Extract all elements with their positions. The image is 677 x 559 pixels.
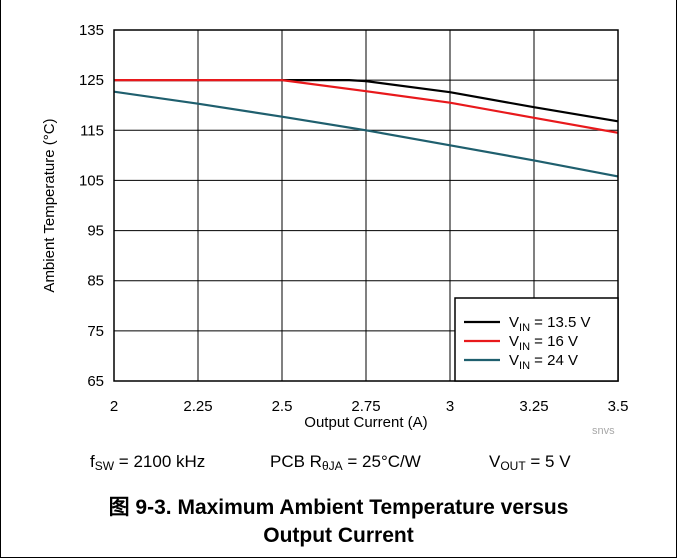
x-axis-label: Output Current (A)	[304, 414, 427, 431]
x-tick-label: 2.25	[183, 398, 212, 415]
condition-fsw: fSW = 2100 kHz	[90, 452, 206, 473]
tick-labels: 2 2.25 2.5 2.75 3 3.25 3.5 65 75 85 95 105 115 125 135	[79, 22, 628, 415]
condition-pcb-rthja: PCB RθJA = 25°C/W	[270, 452, 421, 473]
watermark: snvs	[592, 425, 615, 437]
legend-entry-0: VIN = 13.5 V	[509, 314, 590, 334]
x-tick-label: 2	[110, 398, 118, 415]
legend-entry-1: VIN = 16 V	[509, 333, 578, 353]
y-axis-label: Ambient Temperature (°C)	[41, 118, 58, 292]
y-tick-label: 65	[87, 373, 104, 390]
legend-box	[454, 297, 619, 382]
line-chart: 2 2.25 2.5 2.75 3 3.25 3.5 65 75 85 95 105 115 125 135…	[41, 22, 628, 431]
figure-caption: 图 9-3. Maximum Ambient Temperature versu…	[0, 494, 677, 550]
legend-entry-2: VIN = 24 V	[509, 352, 578, 372]
caption-line-1: 图 9-3. Maximum Ambient Temperature versu…	[108, 496, 569, 519]
series-line-2	[113, 90, 619, 178]
x-tick-label: 2.75	[351, 398, 380, 415]
series-lines	[113, 78, 619, 178]
y-tick-label: 75	[87, 323, 104, 340]
caption-line-2: Output Current	[263, 524, 414, 547]
y-tick-label: 95	[87, 223, 104, 240]
y-tick-label: 85	[87, 273, 104, 290]
operating-conditions: fSW = 2100 kHz PCB RθJA = 25°C/W VOUT = …	[0, 452, 677, 480]
series-line-1	[114, 78, 619, 134]
y-tick-label: 105	[79, 172, 104, 189]
condition-vout: VOUT = 5 V	[489, 452, 571, 473]
y-tick-label: 115	[80, 122, 104, 139]
x-tick-label: 2.5	[272, 398, 293, 415]
plot-border	[113, 29, 619, 382]
x-tick-label: 3.5	[608, 398, 629, 415]
x-tick-label: 3	[446, 398, 454, 415]
y-tick-label: 125	[79, 72, 104, 89]
x-tick-label: 3.25	[519, 398, 548, 415]
y-tick-label: 135	[79, 22, 104, 39]
